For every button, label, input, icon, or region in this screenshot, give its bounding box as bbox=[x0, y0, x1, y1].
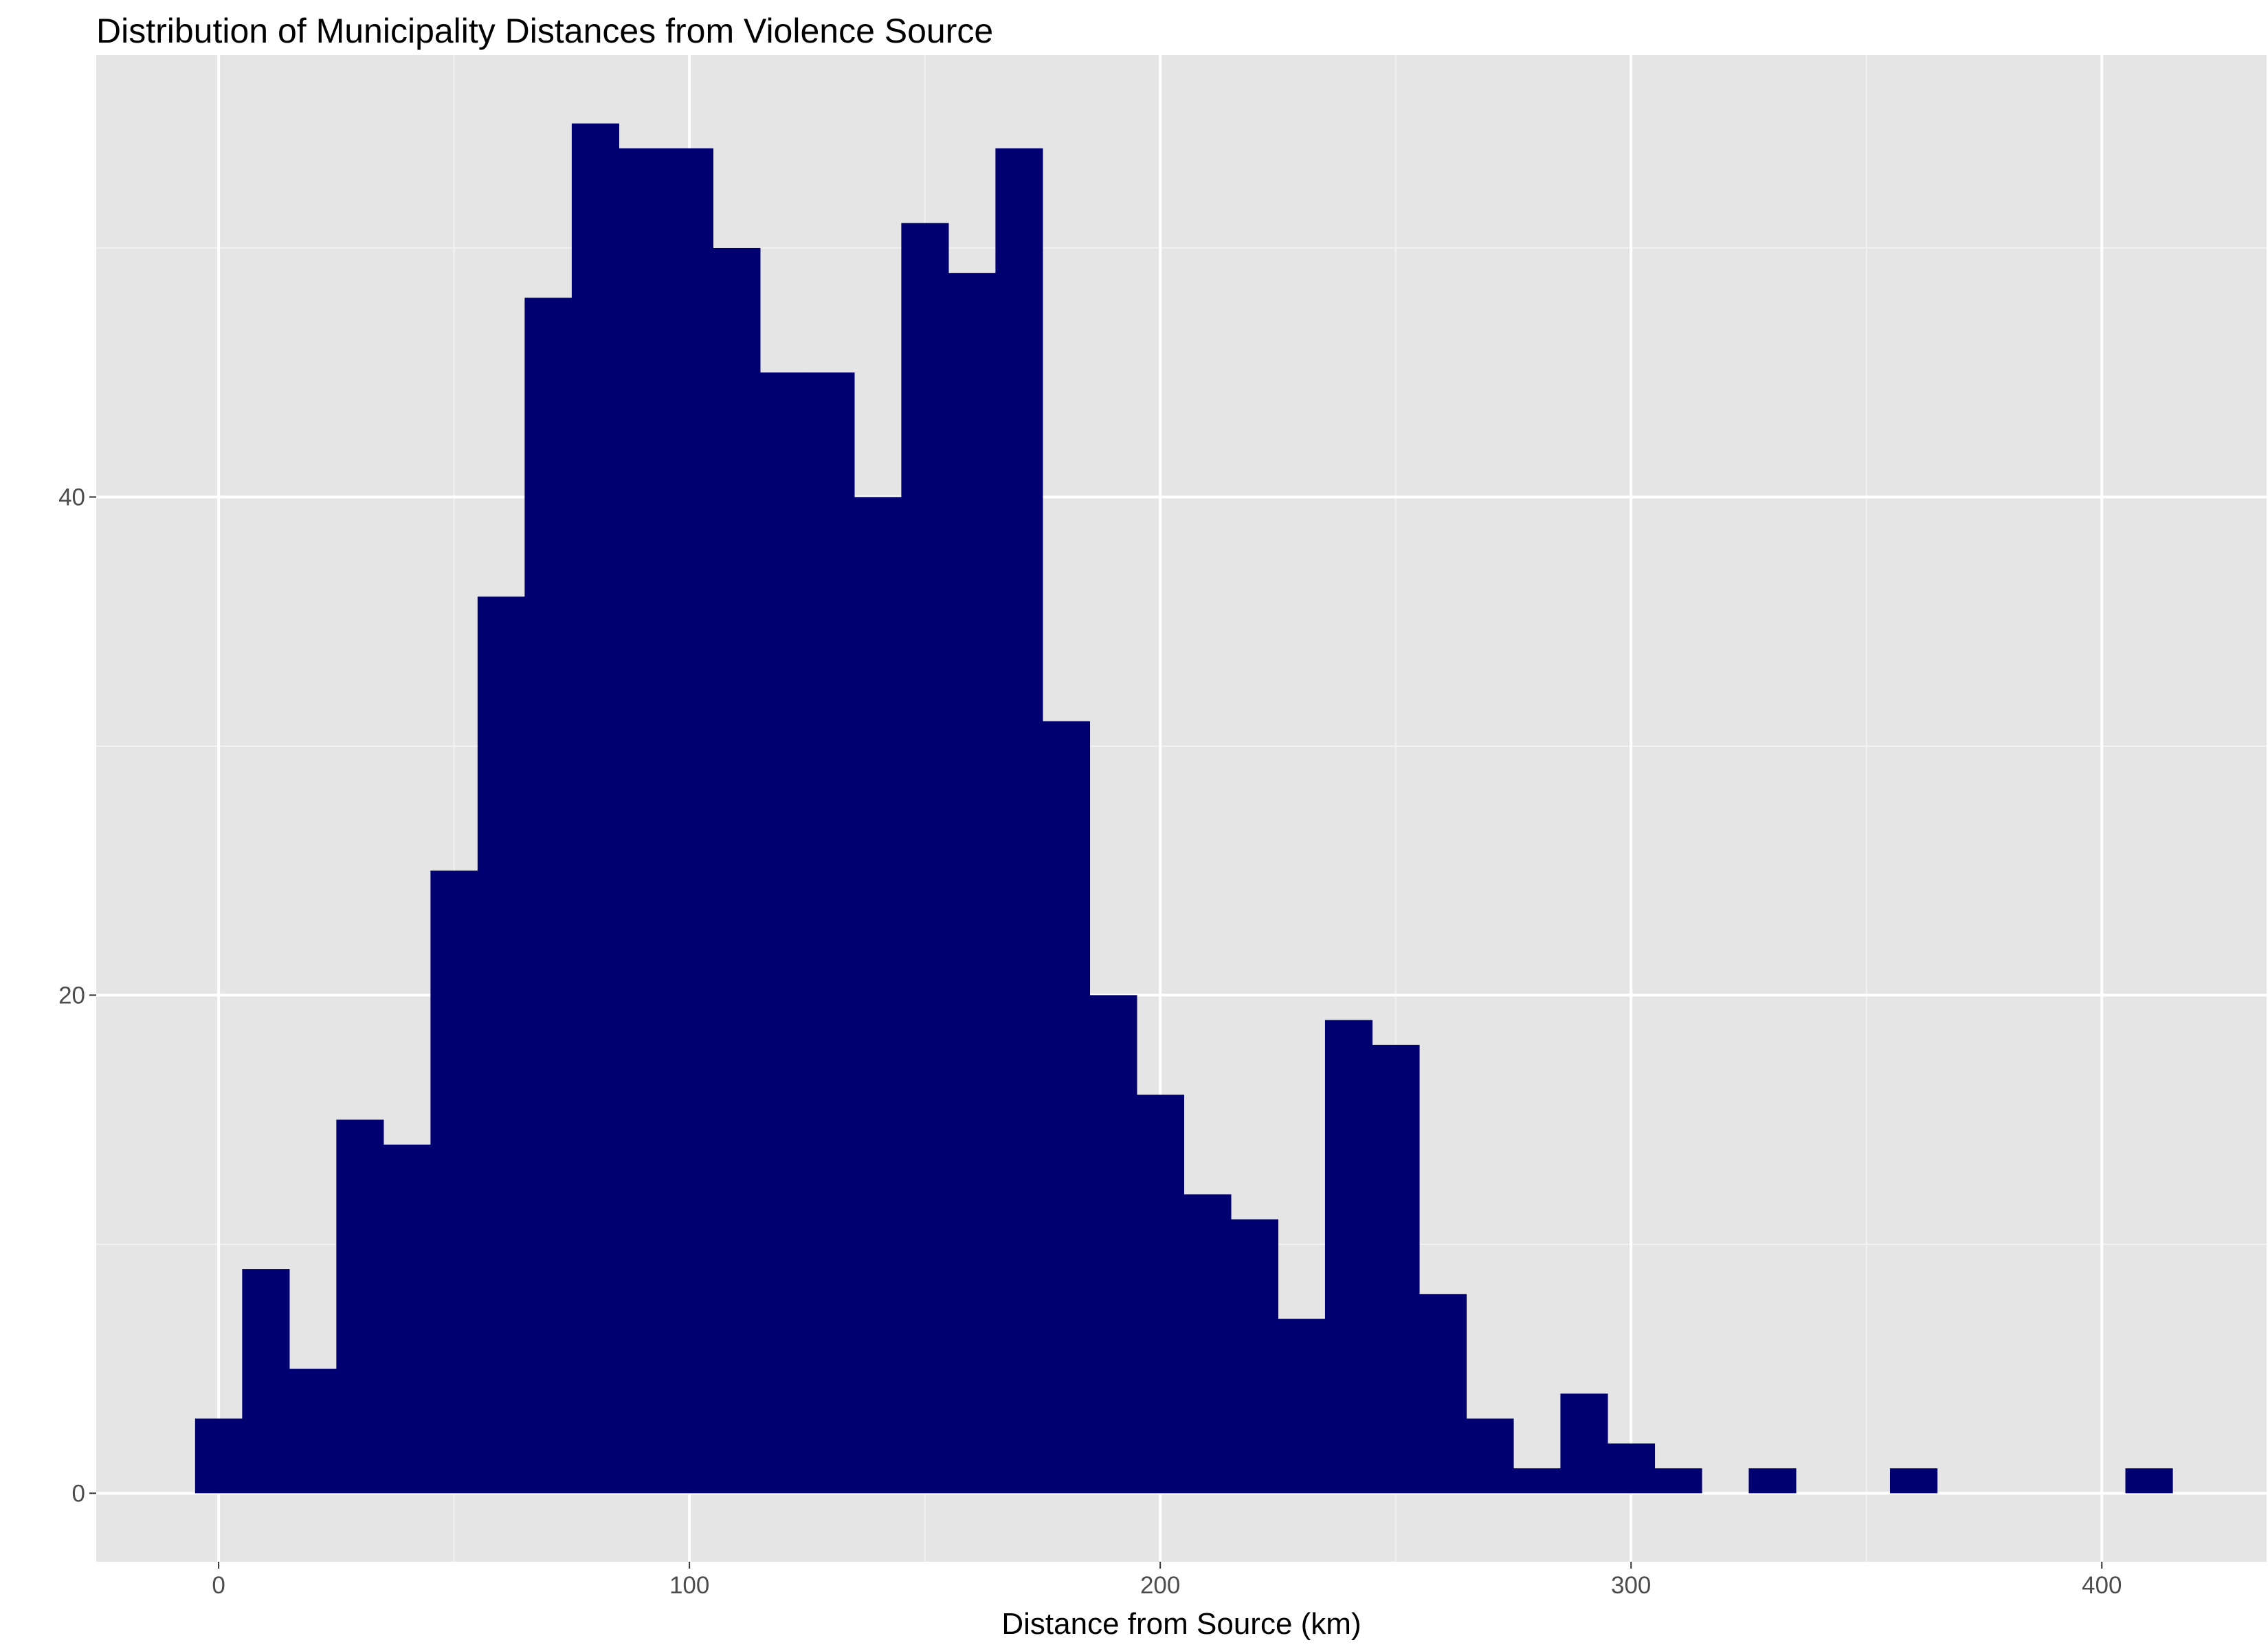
histogram-bar bbox=[807, 372, 855, 1494]
histogram-bar bbox=[713, 247, 761, 1494]
histogram-bar bbox=[995, 148, 1043, 1494]
histogram-bar bbox=[619, 148, 667, 1494]
histogram-bar bbox=[1278, 1319, 1326, 1494]
histogram-bar bbox=[1748, 1468, 1797, 1494]
y-tick-label: 20 bbox=[58, 982, 85, 1009]
histogram-bar bbox=[2125, 1468, 2173, 1494]
histogram-bar bbox=[1042, 721, 1091, 1494]
histogram-bar bbox=[336, 1119, 384, 1494]
x-axis-title: Distance from Source (km) bbox=[1001, 1607, 1361, 1641]
histogram-bar bbox=[854, 497, 902, 1494]
histogram-bar bbox=[1136, 1095, 1185, 1494]
histogram-bar bbox=[1324, 1020, 1373, 1494]
histogram-bars bbox=[194, 123, 2173, 1494]
y-tick-label: 40 bbox=[58, 484, 85, 511]
histogram-bar bbox=[571, 123, 619, 1494]
chart-title: Distribution of Municipality Distances f… bbox=[96, 12, 993, 50]
histogram-bar bbox=[1607, 1443, 1656, 1494]
histogram-bar bbox=[948, 273, 997, 1494]
histogram-bar bbox=[1183, 1194, 1232, 1494]
histogram-bar bbox=[665, 148, 713, 1494]
x-tick-label: 0 bbox=[212, 1572, 225, 1599]
histogram-bar bbox=[1889, 1468, 1938, 1494]
histogram-bar bbox=[1372, 1044, 1420, 1494]
x-tick-label: 300 bbox=[1611, 1572, 1651, 1599]
histogram-bar bbox=[1513, 1468, 1561, 1494]
histogram-bar bbox=[289, 1369, 337, 1494]
histogram-bar bbox=[1089, 995, 1137, 1494]
histogram-bar bbox=[242, 1269, 290, 1494]
histogram-bar bbox=[901, 223, 949, 1494]
y-axis-ticks: 0 20 40 bbox=[58, 484, 96, 1507]
histogram-bar bbox=[430, 871, 478, 1494]
histogram-bar bbox=[1560, 1393, 1608, 1494]
x-axis-ticks: 0 100 200 300 400 bbox=[212, 1562, 2122, 1599]
histogram-bar bbox=[1654, 1468, 1702, 1494]
histogram-bar bbox=[759, 372, 808, 1494]
y-tick-label: 0 bbox=[72, 1480, 85, 1507]
x-tick-label: 100 bbox=[669, 1572, 709, 1599]
histogram-bar bbox=[524, 298, 572, 1494]
histogram-bar bbox=[1230, 1219, 1279, 1494]
histogram-bar bbox=[383, 1144, 431, 1494]
histogram-bar bbox=[194, 1418, 243, 1494]
histogram-bar bbox=[1419, 1294, 1467, 1494]
histogram-bar bbox=[477, 596, 525, 1494]
x-tick-label: 400 bbox=[2082, 1572, 2122, 1599]
histogram-bar bbox=[1466, 1418, 1514, 1494]
x-tick-label: 200 bbox=[1140, 1572, 1180, 1599]
